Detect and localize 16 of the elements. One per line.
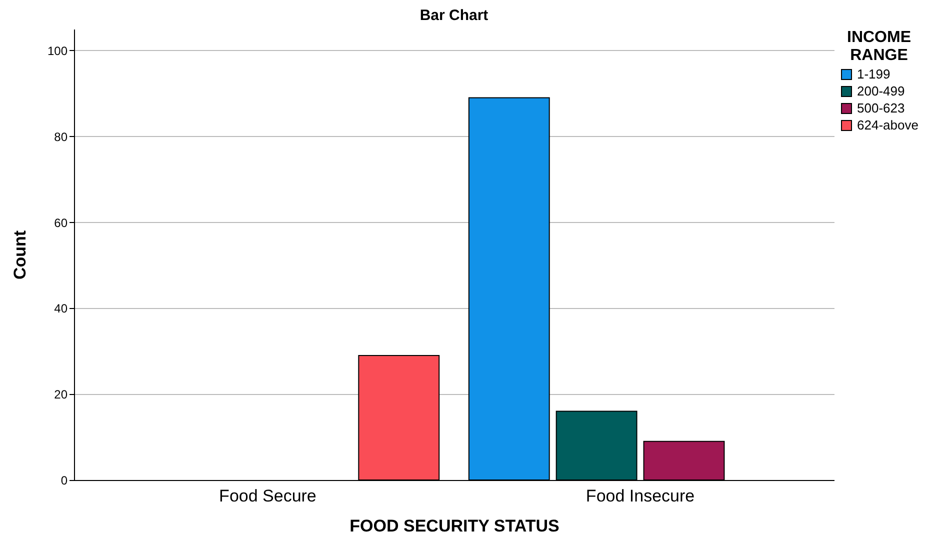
legend-label: 500-623 <box>857 100 905 116</box>
y-axis-title: Count <box>10 230 30 280</box>
x-axis-title: FOOD SECURITY STATUS <box>350 516 560 536</box>
legend-label: 624-above <box>857 118 918 132</box>
x-tick-label: Food Insecure <box>586 486 695 506</box>
y-tick-label: 100 <box>47 44 68 58</box>
chart-title: Bar Chart <box>420 7 488 24</box>
x-tick-label: Food Secure <box>219 486 316 506</box>
y-tick-label: 0 <box>60 474 68 488</box>
legend-label: 1-199 <box>857 66 890 82</box>
legend-title: INCOME RANGE <box>847 29 912 64</box>
y-tick-label: 60 <box>54 216 68 230</box>
y-tick-label: 80 <box>54 130 68 144</box>
y-tick-label: 20 <box>54 388 68 402</box>
legend-label: 200-499 <box>857 84 905 98</box>
y-tick-label: 40 <box>54 302 68 316</box>
